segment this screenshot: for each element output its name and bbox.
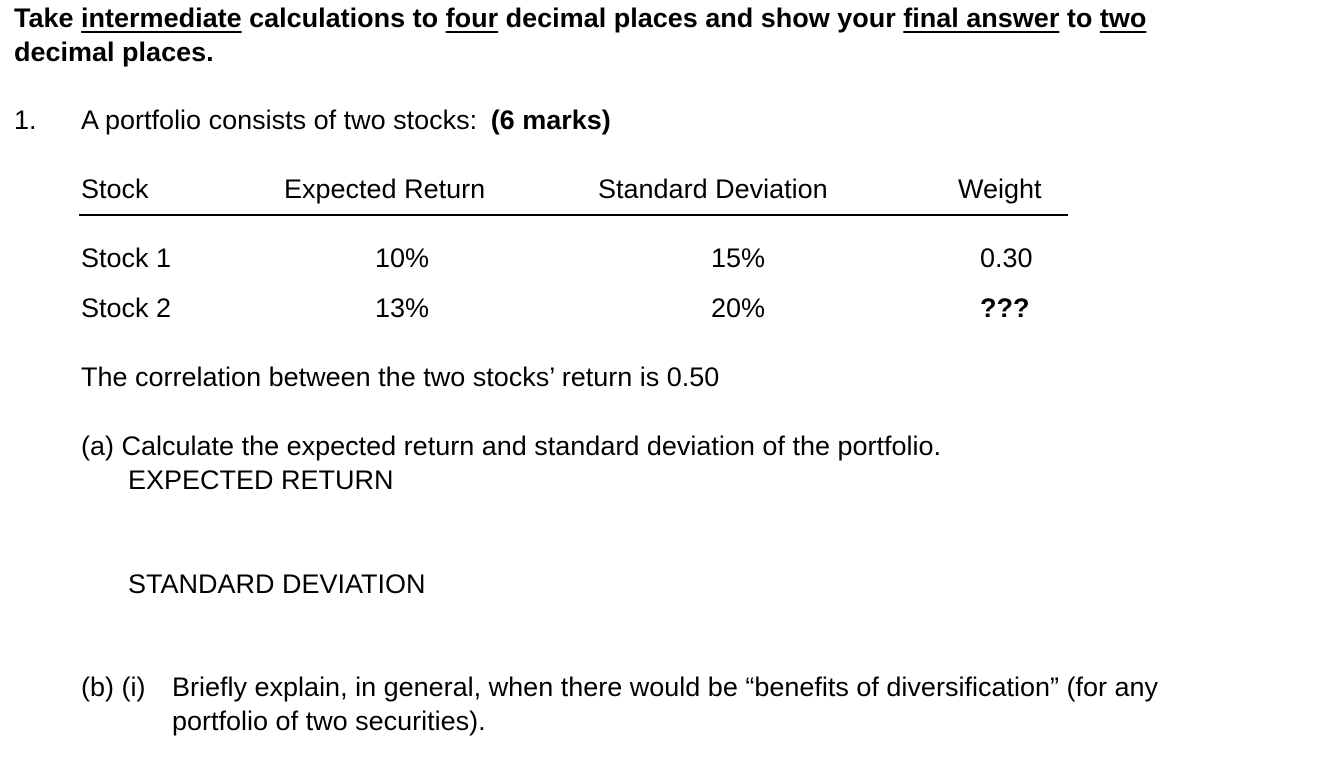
cell-expected-return: 10%	[375, 243, 430, 273]
instructions-underlined-final-answer: final answer	[903, 3, 1060, 33]
instructions-text-1: Take	[14, 3, 82, 33]
part-a-question: (a) Calculate the expected return and st…	[81, 431, 942, 461]
instructions-text-2: calculations to	[241, 3, 446, 33]
cell-stock: Stock 1	[81, 243, 172, 273]
instructions-underlined-two: two	[1099, 3, 1147, 33]
question-stem: A portfolio consists of two stocks: (6 m…	[81, 103, 611, 137]
question-text: A portfolio consists of two stocks:	[81, 105, 478, 135]
instructions: Take intermediate calculations to four d…	[14, 1, 1146, 69]
cell-weight: 0.30	[980, 243, 1033, 273]
cell-std-dev: 15%	[711, 243, 766, 273]
table-header-standard-deviation: Standard Deviation	[598, 174, 828, 204]
part-b-label: (b) (i)	[81, 672, 146, 702]
instructions-text-3: decimal places and show your	[498, 3, 904, 33]
cell-stock: Stock 2	[81, 293, 172, 323]
table-header-weight: Weight	[958, 174, 1042, 204]
expected-return-heading: EXPECTED RETURN	[128, 465, 394, 495]
part-b-question-line-1: Briefly explain, in general, when there …	[172, 672, 1159, 702]
question-number: 1.	[14, 105, 37, 135]
cell-weight: ???	[980, 293, 1030, 323]
part-b-question-line-2: portfolio of two securities).	[172, 706, 486, 736]
instructions-line-2: decimal places.	[14, 37, 214, 67]
instructions-underlined-four: four	[445, 3, 499, 33]
table-header-stock: Stock	[81, 174, 149, 204]
standard-deviation-heading: STANDARD DEVIATION	[128, 569, 426, 599]
cell-expected-return: 13%	[375, 293, 430, 323]
cell-std-dev: 20%	[711, 293, 766, 323]
table-header-rule	[79, 214, 1068, 216]
correlation-statement: The correlation between the two stocks’ …	[81, 362, 720, 392]
question-marks: (6 marks)	[490, 105, 611, 135]
instructions-text-4: to	[1059, 3, 1100, 33]
instructions-underlined-intermediate: intermediate	[81, 3, 242, 33]
table-header-expected-return: Expected Return	[284, 174, 486, 204]
